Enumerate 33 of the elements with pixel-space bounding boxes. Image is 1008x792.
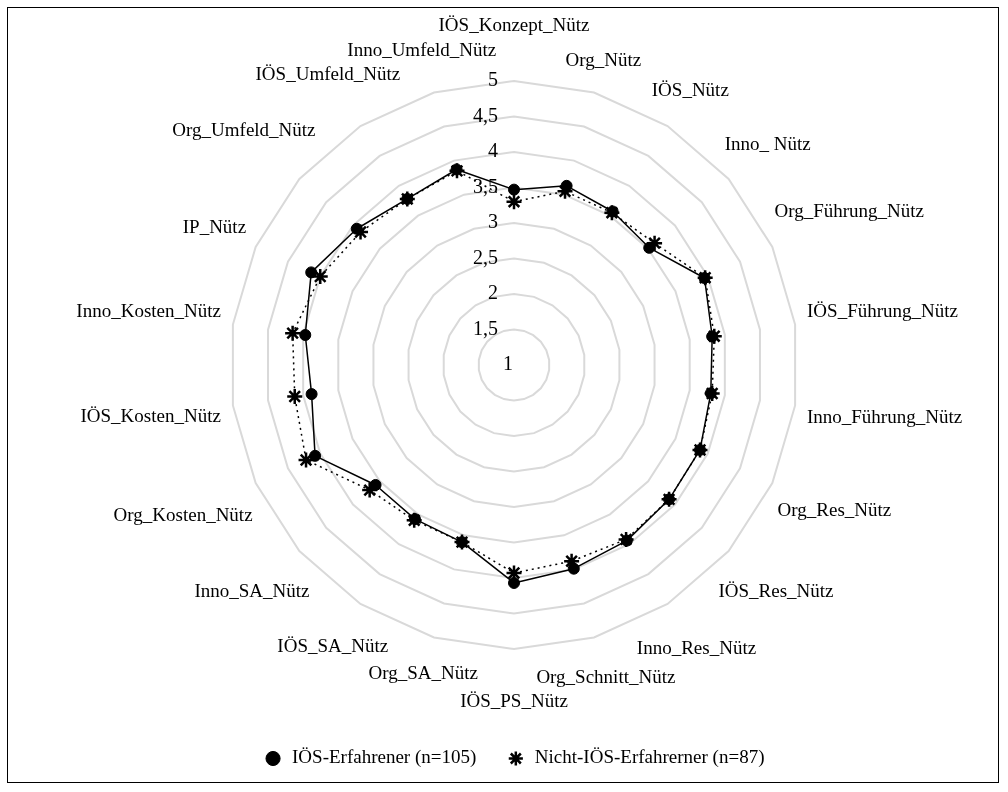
spoke-label: IÖS_Führung_Nütz: [807, 300, 958, 322]
spoke-label: IÖS_PS_Nütz: [460, 689, 568, 711]
y-tick-label: 1: [503, 352, 513, 375]
spoke-label: Org_Nütz: [565, 48, 642, 70]
y-tick-label: 2,5: [473, 245, 498, 268]
spoke-label: IÖS_Umfeld_Nütz: [255, 63, 401, 85]
spoke-label: Org_Res_Nütz: [777, 499, 892, 521]
spoke-label: IP_Nütz: [182, 216, 247, 238]
spoke-label: Org_Umfeld_Nütz: [172, 119, 316, 140]
legend-label: IÖS-Erfahrener (n=105): [292, 746, 477, 769]
spoke-label: IÖS_Kosten_Nütz: [80, 405, 221, 427]
y-tick-label: 1,5: [473, 316, 498, 339]
y-tick-label: 4,5: [473, 103, 498, 126]
spoke-label: IÖS_Nütz: [651, 78, 729, 100]
spoke-label: Org_SA_Nütz: [368, 661, 479, 683]
spoke-label: Org_Führung_Nütz: [774, 199, 925, 221]
spoke-label: IÖS_SA_Nütz: [277, 634, 389, 656]
spoke-label: Inno_Führung_Nütz: [806, 406, 963, 428]
y-tick-label: 3,5: [473, 174, 498, 197]
spoke-label: Inno_ Nütz: [724, 133, 811, 155]
spoke-label: IÖS_Konzept_Nütz: [438, 13, 590, 35]
spoke-label: IÖS_Res_Nütz: [718, 580, 834, 602]
spoke-label: Inno_Res_Nütz: [636, 636, 757, 658]
spoke-label: Inno_Umfeld_Nütz: [347, 38, 497, 60]
y-tick-label: 4: [488, 139, 498, 162]
spoke-label: Org_Kosten_Nütz: [113, 504, 253, 526]
legend-label: Nicht-IÖS-Erfahrerner (n=87): [534, 746, 765, 769]
y-tick-label: 5: [488, 68, 498, 91]
y-tick-label: 3: [488, 210, 498, 233]
spoke-label: Inno_Kosten_Nütz: [76, 300, 221, 322]
spoke-label: Org_Schnitt_Nütz: [536, 665, 676, 687]
y-tick-label: 2: [488, 281, 498, 304]
spoke-label: Inno_SA_Nütz: [194, 580, 310, 602]
